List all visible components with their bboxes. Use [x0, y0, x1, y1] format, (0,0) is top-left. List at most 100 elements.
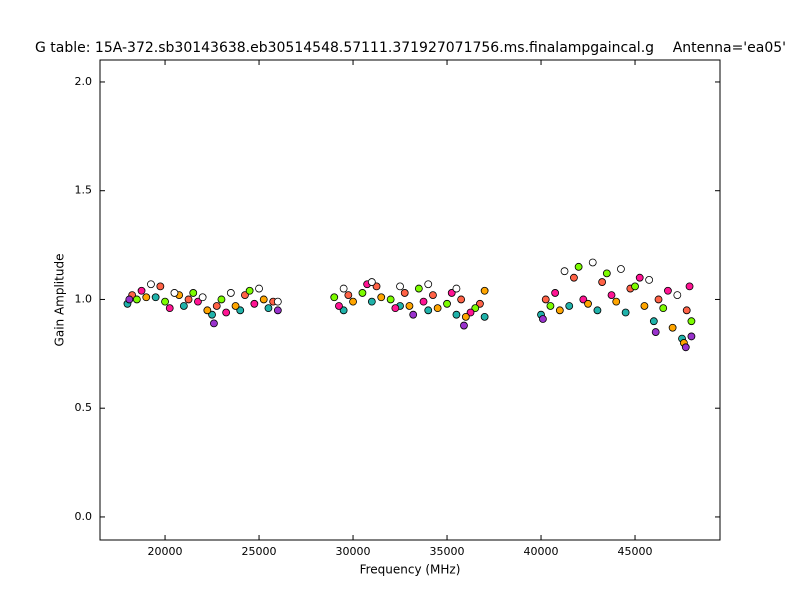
- point: [668, 323, 677, 332]
- point: [400, 289, 409, 297]
- point: [264, 304, 273, 313]
- point: [588, 258, 597, 267]
- point: [664, 286, 672, 295]
- point: [147, 280, 155, 289]
- point: [208, 310, 216, 319]
- point: [584, 299, 592, 308]
- point: [612, 297, 621, 306]
- point: [685, 282, 694, 291]
- point: [687, 332, 696, 341]
- point: [574, 262, 583, 271]
- point: [372, 282, 381, 291]
- point: [132, 295, 141, 304]
- x-tick-label: 25000: [242, 545, 277, 558]
- point: [222, 308, 231, 317]
- point: [424, 306, 433, 315]
- point: [565, 302, 574, 310]
- point: [598, 278, 607, 286]
- point: [198, 293, 207, 302]
- point: [236, 306, 245, 315]
- point: [429, 291, 437, 300]
- point: [339, 306, 348, 315]
- point: [452, 284, 461, 293]
- point: [460, 321, 468, 330]
- point: [654, 295, 663, 304]
- point: [170, 289, 179, 297]
- point: [344, 291, 353, 300]
- y-tick-label: 2.0: [75, 75, 93, 88]
- point: [212, 302, 221, 310]
- point: [607, 291, 616, 300]
- point: [551, 289, 560, 297]
- point: [194, 297, 202, 306]
- y-tick-label: 0.5: [75, 401, 93, 414]
- y-tick-label: 1.0: [75, 292, 93, 305]
- y-tick-label: 1.5: [75, 184, 93, 197]
- point: [640, 302, 649, 310]
- point: [273, 306, 282, 315]
- point: [560, 267, 569, 276]
- point: [617, 265, 625, 273]
- point: [161, 297, 169, 306]
- point: [226, 289, 235, 297]
- point: [541, 295, 550, 304]
- chart-title: G table: 15A-372.sb30143638.eb30514548.5…: [35, 40, 654, 56]
- point: [631, 282, 639, 291]
- point: [480, 286, 489, 295]
- point: [391, 304, 400, 313]
- point: [349, 297, 357, 306]
- point: [259, 295, 268, 304]
- point: [335, 302, 343, 310]
- x-tick-label: 45000: [618, 545, 653, 558]
- y-tick-label: 0.0: [75, 510, 93, 523]
- point: [681, 343, 690, 352]
- point: [673, 291, 682, 300]
- point: [433, 304, 442, 313]
- point: [471, 304, 480, 313]
- point: [539, 315, 547, 323]
- point: [645, 275, 654, 284]
- point: [255, 284, 263, 293]
- point: [414, 284, 423, 293]
- point: [635, 273, 644, 282]
- point: [649, 317, 658, 326]
- point: [570, 273, 578, 282]
- point: [480, 312, 489, 321]
- point: [245, 286, 254, 295]
- point: [682, 306, 691, 315]
- point: [443, 299, 451, 308]
- point: [447, 289, 456, 297]
- point: [189, 289, 198, 297]
- point: [386, 295, 395, 304]
- point: [651, 328, 660, 336]
- point: [546, 302, 555, 310]
- chart-subtitle: Antenna='ea05': [673, 40, 786, 56]
- point: [419, 297, 428, 306]
- point: [396, 282, 404, 291]
- point: [151, 293, 160, 302]
- point: [555, 306, 564, 315]
- point: [687, 317, 696, 326]
- y-axis-label: Gain Amplitude: [53, 254, 67, 347]
- point: [231, 302, 240, 310]
- point: [424, 280, 433, 289]
- point: [250, 299, 259, 308]
- point: [273, 297, 282, 306]
- point: [367, 278, 376, 286]
- plot-frame: [99, 59, 721, 541]
- point: [210, 319, 218, 328]
- x-tick-label: 35000: [430, 545, 465, 558]
- point: [466, 308, 475, 317]
- point: [358, 289, 367, 297]
- point: [452, 310, 461, 319]
- point: [179, 302, 188, 310]
- point: [457, 295, 466, 304]
- point: [593, 306, 602, 315]
- point: [330, 293, 339, 302]
- point: [125, 295, 134, 304]
- point: [476, 299, 484, 308]
- x-tick-label: 40000: [524, 545, 559, 558]
